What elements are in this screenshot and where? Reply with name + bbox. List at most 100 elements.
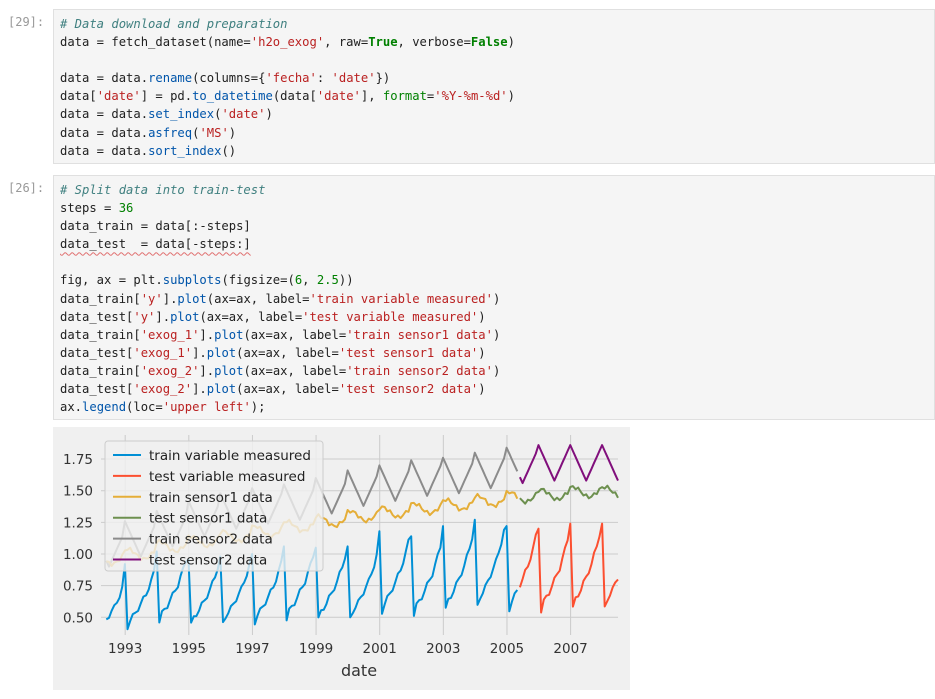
code-token: (ax=ax, label= xyxy=(236,382,339,397)
y-tick-label: 0.75 xyxy=(63,579,93,595)
code-editor[interactable]: # Data download and preparation data = fe… xyxy=(53,9,935,164)
code-token: ]. xyxy=(162,291,178,306)
code-line[interactable]: data = data.rename(columns={'fecha': 'da… xyxy=(60,69,928,87)
code-token: 'test sensor2 data' xyxy=(338,382,479,397)
code-token: (ax=ax, label= xyxy=(206,291,310,306)
code-token: , raw= xyxy=(324,35,369,50)
code-token: set_index xyxy=(148,107,215,122)
code-line[interactable]: data_test['exog_1'].plot(ax=ax, label='t… xyxy=(60,344,928,362)
x-tick-label: 2005 xyxy=(490,641,524,657)
code-token: 36 xyxy=(118,201,134,216)
code-line[interactable]: data_train['y'].plot(ax=ax, label='train… xyxy=(60,290,928,308)
code-token: data_test[ xyxy=(60,345,134,360)
code-token: ]. xyxy=(199,363,215,378)
code-line[interactable]: data['date'] = pd.to_datetime(data['date… xyxy=(60,87,928,105)
code-line[interactable]: steps = 36 xyxy=(60,199,928,217)
code-line[interactable]: data_train['exog_2'].plot(ax=ax, label='… xyxy=(60,362,928,380)
y-tick-label: 1.50 xyxy=(63,484,93,500)
code-text[interactable]: # Data download and preparation data = fe… xyxy=(54,10,934,165)
code-token: () xyxy=(221,143,237,158)
code-token: ax. xyxy=(60,400,83,415)
code-token: ], xyxy=(360,89,383,104)
code-token: ) xyxy=(507,89,515,104)
legend-label: test sensor2 data xyxy=(149,553,267,569)
code-token: ); xyxy=(250,400,266,415)
line-chart: 1993 1995 1997 1999 2001 2003 2005 2007 0.50 0.75… xyxy=(53,427,630,690)
code-token: sort_index xyxy=(148,143,222,158)
code-token: '%Y-%m-%d' xyxy=(434,89,508,104)
code-token: (loc= xyxy=(126,400,163,415)
code-token: 'h2o_exog' xyxy=(250,35,325,50)
code-token: (ax=ax, label= xyxy=(199,309,303,324)
code-token: ]. xyxy=(192,382,207,397)
legend-label: train sensor1 data xyxy=(149,490,273,506)
code-line[interactable]: # Split data into train-test xyxy=(60,181,928,199)
code-token: , xyxy=(302,273,317,288)
code-line[interactable]: data = data.asfreq('MS') xyxy=(60,124,928,142)
code-editor[interactable]: # Split data into train-test steps = 36 da… xyxy=(53,175,935,420)
code-token: 'train sensor1 data' xyxy=(346,327,493,342)
code-token: # Data download and preparation xyxy=(60,17,288,31)
code-line[interactable]: data = fetch_dataset(name='h2o_exog', ra… xyxy=(60,33,928,51)
cell-prompt: [29]: xyxy=(8,15,45,29)
x-tick-label: 1995 xyxy=(172,641,206,657)
code-token: data_train[ xyxy=(60,327,141,342)
code-token: format xyxy=(382,89,427,104)
code-line[interactable]: ax.legend(loc='upper left'); xyxy=(60,398,928,416)
code-line[interactable]: # Data download and preparation xyxy=(60,15,928,33)
legend-label: test sensor1 data xyxy=(149,511,267,527)
code-token: plot xyxy=(170,309,200,324)
code-line[interactable]: data = data.set_index('date') xyxy=(60,105,928,123)
code-line[interactable]: data_train = data[:-steps] xyxy=(60,217,928,235)
code-token: ) xyxy=(492,327,501,342)
x-tick-label: 1999 xyxy=(299,641,333,657)
code-token: plot xyxy=(214,327,244,342)
code-token: (data[ xyxy=(272,89,317,104)
code-line[interactable]: data = data.sort_index() xyxy=(60,142,928,160)
code-token: ( xyxy=(214,107,222,122)
legend-label: train variable measured xyxy=(149,448,311,464)
code-token: data_train[ xyxy=(60,363,141,378)
code-token: steps = xyxy=(60,201,119,216)
code-token: ) xyxy=(265,107,273,122)
code-line[interactable] xyxy=(60,51,928,69)
y-tick-label: 1.75 xyxy=(63,452,93,468)
code-token: data = data. xyxy=(60,125,149,140)
series-line-e1-test xyxy=(519,484,619,505)
code-token: data_test = data[-steps:] xyxy=(60,237,251,252)
code-token: legend xyxy=(82,400,127,415)
code-token: )) xyxy=(338,273,354,288)
code-token: asfreq xyxy=(148,125,193,140)
code-token: = xyxy=(426,89,435,104)
code-token: 'exog_1' xyxy=(133,345,193,360)
code-token: 'y' xyxy=(140,291,163,306)
code-token: ) xyxy=(478,309,486,324)
code-line[interactable] xyxy=(60,253,928,271)
x-tick-label: 2001 xyxy=(363,641,397,657)
code-line[interactable]: fig, ax = plt.subplots(figsize=(6, 2.5)) xyxy=(60,271,928,289)
x-tick-label: 2003 xyxy=(426,641,460,657)
code-line[interactable]: data_test['y'].plot(ax=ax, label='test v… xyxy=(60,308,928,326)
code-token: ) xyxy=(228,125,237,140)
code-text[interactable]: # Split data into train-test steps = 36 da… xyxy=(54,176,934,421)
code-line[interactable]: data_test['exog_2'].plot(ax=ax, label='t… xyxy=(60,380,928,398)
y-tick-label: 1.00 xyxy=(63,547,93,563)
code-token: plot xyxy=(214,363,244,378)
code-token: ) xyxy=(492,291,501,306)
code-token: 'fecha' xyxy=(265,71,317,86)
legend-label: train sensor2 data xyxy=(149,532,273,548)
code-token: (ax=ax, label= xyxy=(243,327,347,342)
code-token: False xyxy=(470,35,508,50)
code-line[interactable]: data_test = data[-steps:] xyxy=(60,235,928,253)
code-token: 'train variable measured' xyxy=(309,291,493,306)
code-token: data_train[ xyxy=(60,291,141,306)
code-token: rename xyxy=(148,71,193,86)
cell-output-figure: 1993 1995 1997 1999 2001 2003 2005 2007 0.50 0.75… xyxy=(53,427,630,690)
code-token: (figsize=( xyxy=(221,273,295,288)
code-token: subplots xyxy=(162,273,222,288)
code-line[interactable]: data_train['exog_1'].plot(ax=ax, label='… xyxy=(60,326,928,344)
code-token: ) xyxy=(478,382,486,397)
code-token: 6 xyxy=(294,273,303,288)
y-tick-label: 0.50 xyxy=(63,610,93,626)
x-tick-label: 1993 xyxy=(108,641,142,657)
